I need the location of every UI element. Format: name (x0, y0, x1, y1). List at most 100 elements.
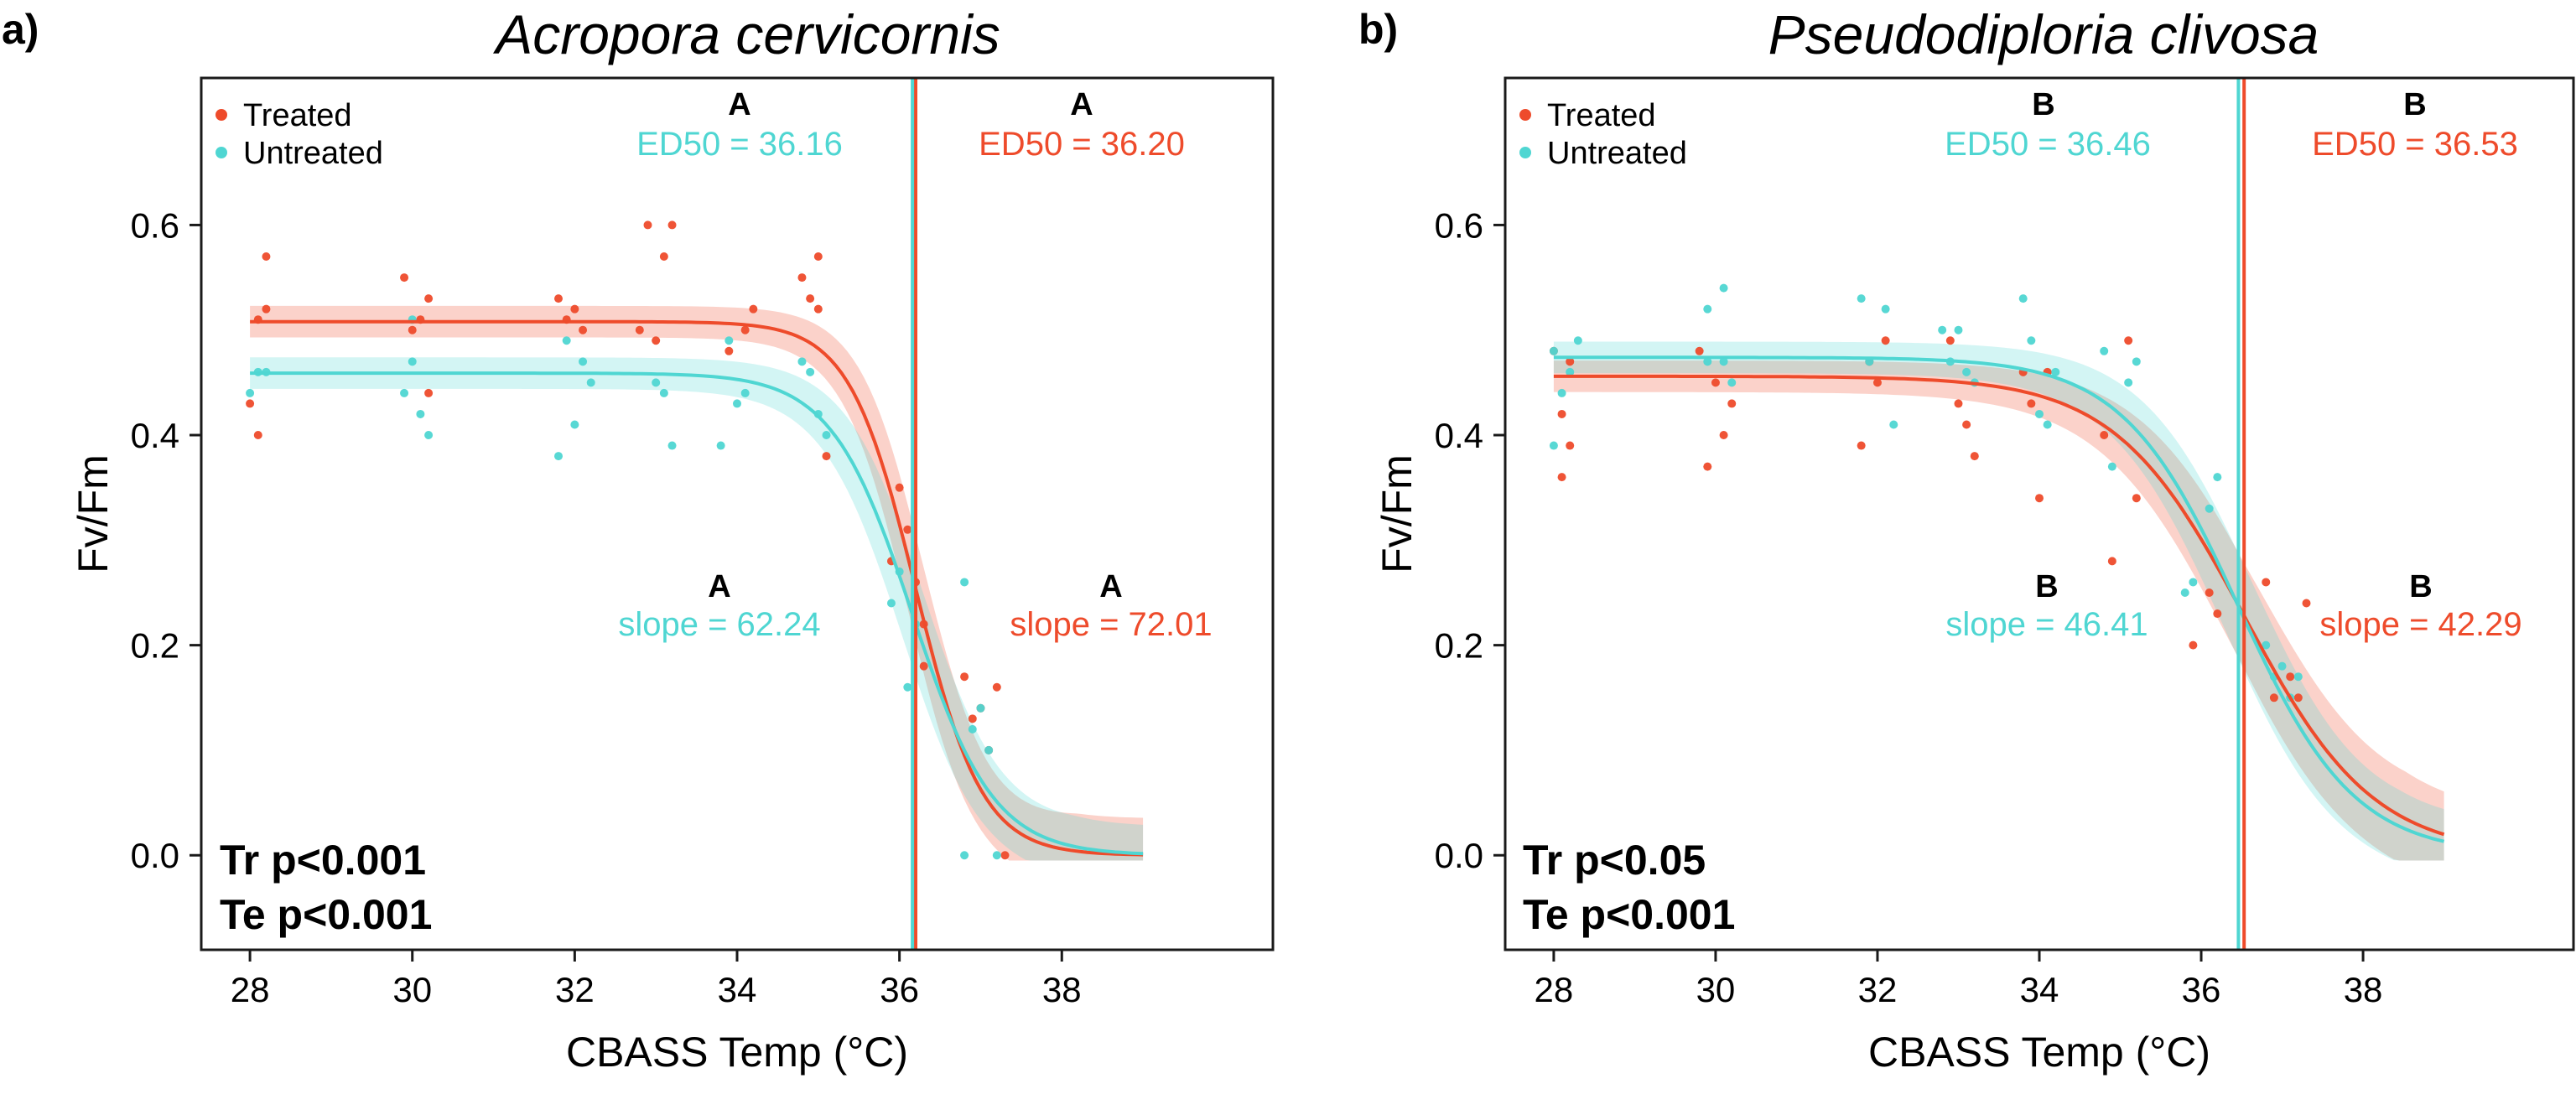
data-point-untreated (716, 441, 725, 450)
legend-marker-untreated (1519, 147, 1531, 158)
ed50-untreated-label: ED50 = 36.16 (636, 126, 843, 163)
data-point-untreated (424, 431, 434, 440)
data-point-untreated (586, 378, 595, 387)
data-point-untreated (1566, 367, 1575, 376)
legend-label-untreated: Untreated (243, 136, 383, 171)
data-point-treated (2035, 494, 2044, 503)
legend-marker-treated (1519, 109, 1531, 121)
y-axis-label-b: Fv/Fm (1374, 454, 1420, 573)
data-point-treated (2286, 672, 2295, 682)
fit-curve-untreated (250, 371, 1144, 856)
data-point-treated (424, 294, 434, 303)
data-point-untreated (960, 851, 969, 860)
data-point-treated (960, 672, 969, 682)
data-point-treated (1000, 851, 1010, 860)
data-point-untreated (822, 431, 831, 440)
y-tick-label: 0.2 (131, 626, 179, 666)
data-point-treated (262, 304, 271, 314)
data-point-treated (2293, 693, 2303, 703)
data-point-treated (659, 252, 668, 262)
data-point-untreated (1549, 346, 1558, 355)
data-point-untreated (1703, 357, 1712, 366)
data-point-treated (797, 273, 807, 283)
data-point-treated (246, 399, 255, 408)
data-point-untreated (400, 388, 409, 397)
slope-treated-group-letter: A (1099, 569, 1122, 604)
data-point-treated (822, 452, 831, 461)
data-point-untreated (1703, 304, 1712, 314)
ed50-untreated-group-letter: A (728, 87, 750, 122)
data-point-untreated (1719, 357, 1728, 366)
ed50-untreated-label: ED50 = 36.46 (1945, 126, 2151, 163)
panel-label-b: b) (1358, 6, 1398, 53)
data-point-treated (903, 525, 912, 534)
data-point-treated (2262, 578, 2271, 587)
data-point-treated (2100, 431, 2109, 440)
legend-b: Treated Untreated (1519, 98, 1687, 171)
data-point-untreated (992, 851, 1001, 860)
slope-treated-label: slope = 72.01 (1010, 606, 1212, 643)
data-point-treated (2027, 399, 2036, 408)
data-point-treated (1727, 399, 1737, 408)
data-point-untreated (2107, 462, 2116, 471)
x-tick-label: 34 (718, 970, 757, 1009)
y-tick-label: 0.6 (131, 205, 179, 245)
data-point-untreated (659, 388, 668, 397)
plot-frame-b (1504, 76, 2575, 951)
data-point-untreated (1954, 325, 1963, 334)
data-point-untreated (1549, 441, 1558, 450)
data-point-untreated (554, 452, 563, 461)
data-point-untreated (733, 399, 741, 408)
ed50-treated-label: ED50 = 36.20 (979, 126, 1185, 163)
ed50-untreated-group-letter: B (2032, 87, 2054, 122)
y-tick-label: 0.4 (131, 416, 179, 455)
x-axis-label-b: CBASS Temp (°C) (1868, 1029, 2210, 1076)
data-point-untreated (2180, 588, 2189, 597)
ci-band-layer-b (1553, 341, 2444, 861)
data-point-untreated (740, 388, 750, 397)
data-point-treated (749, 304, 758, 314)
data-point-untreated (1719, 283, 1728, 293)
data-point-untreated (2262, 640, 2271, 650)
data-point-untreated (984, 745, 994, 754)
ed50-treated-label: ED50 = 36.53 (2312, 126, 2518, 163)
y-tick-label: 0.2 (1435, 626, 1483, 666)
data-point-untreated (2189, 578, 2198, 587)
data-point-treated (919, 661, 928, 671)
data-point-untreated (797, 357, 807, 366)
slope-untreated-group-letter: A (708, 569, 730, 604)
y-tick-label: 0.6 (1435, 205, 1483, 245)
panel-b: b) Pseudodiploria clivosa 28 30 32 34 36 38 0.… (1358, 3, 2575, 1076)
data-point-treated (895, 483, 904, 492)
ed50-treated-group-letter: A (1070, 87, 1093, 122)
panel-label-a: a) (2, 6, 39, 53)
data-point-treated (968, 714, 977, 723)
data-point-untreated (1727, 378, 1737, 387)
ci-band-untreated (1553, 341, 2444, 861)
data-point-untreated (667, 441, 677, 450)
data-point-treated (2107, 557, 2116, 566)
chart-title-a: Acropora cervicornis (492, 3, 1000, 65)
data-point-treated (554, 294, 563, 303)
data-point-untreated (2018, 294, 2028, 303)
data-point-untreated (2100, 346, 2109, 355)
x-tick-label: 30 (392, 970, 432, 1009)
data-point-treated (1566, 357, 1575, 366)
data-point-treated (2132, 494, 2141, 503)
slope-treated-group-letter: B (2409, 569, 2432, 604)
stat-treatment-b: Tr p<0.05 (1523, 837, 1706, 884)
data-point-untreated (903, 682, 912, 692)
data-point-treated (2205, 588, 2214, 597)
data-point-treated (400, 273, 409, 283)
x-tick-label: 38 (2344, 970, 2383, 1009)
data-point-treated (1719, 431, 1728, 440)
slope-untreated-group-letter: B (2035, 569, 2058, 604)
data-point-treated (652, 336, 661, 345)
legend-a: Treated Untreated (216, 98, 383, 171)
data-point-treated (2213, 609, 2222, 619)
curve-layer-a (250, 319, 1144, 857)
data-point-treated (2124, 336, 2133, 345)
legend-label-treated: Treated (243, 98, 352, 133)
data-point-treated (1857, 441, 1866, 450)
